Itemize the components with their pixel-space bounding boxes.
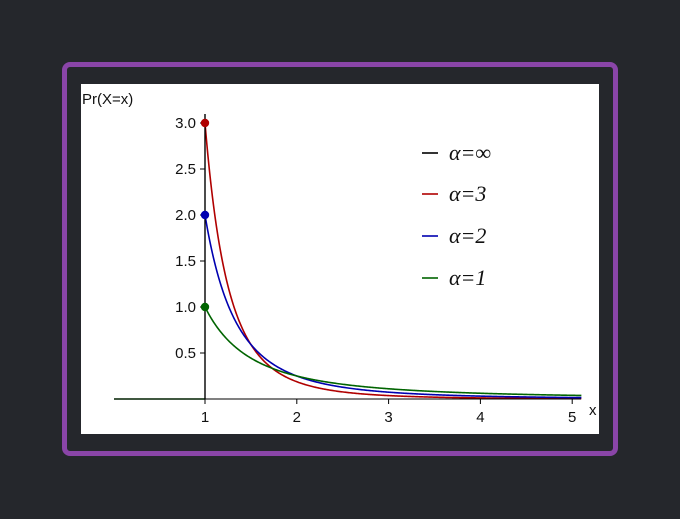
peak-point-alpha-3 [200,118,210,128]
legend-entry: α=3 [449,181,486,206]
y-tick-label: 3.0 [175,115,196,132]
x-tick-label: 4 [476,409,484,426]
y-tick-label: 2.0 [175,207,196,224]
x-tick-label: 5 [568,409,576,426]
legend-entry: α=∞ [449,140,491,165]
chart-panel: 1 2 3 4 5 0.5 1.0 1.5 2.0 2.5 3.0 Pr(X=x) x α=∞ α=3… [81,84,599,434]
curve-alpha-3 [204,122,582,400]
peak-point-alpha-1 [200,302,210,312]
x-axis-label: x [589,402,597,419]
pareto-pdf-chart: 1 2 3 4 5 0.5 1.0 1.5 2.0 2.5 3.0 Pr(X=x) x α=∞ α=3… [82,91,597,426]
y-tick-label: 1.0 [175,299,196,316]
legend-entry: α=2 [449,223,486,248]
y-tick-label: 1.5 [175,253,196,270]
legend: α=∞ α=3 α=2 α=1 [422,140,491,290]
legend-entry: α=1 [449,265,486,290]
x-tick-label: 2 [293,409,301,426]
curve-alpha-1 [204,306,582,397]
curve-alpha-2 [204,214,582,399]
y-axis-label: Pr(X=x) [82,91,133,108]
curves-layer [114,122,582,400]
x-tick-label: 1 [201,409,209,426]
x-tick-label: 3 [384,409,392,426]
points-layer [200,118,210,312]
peak-point-alpha-2 [200,210,210,220]
axes-layer: 1 2 3 4 5 0.5 1.0 1.5 2.0 2.5 3.0 [114,114,581,426]
y-tick-label: 0.5 [175,345,196,362]
y-tick-label: 2.5 [175,161,196,178]
